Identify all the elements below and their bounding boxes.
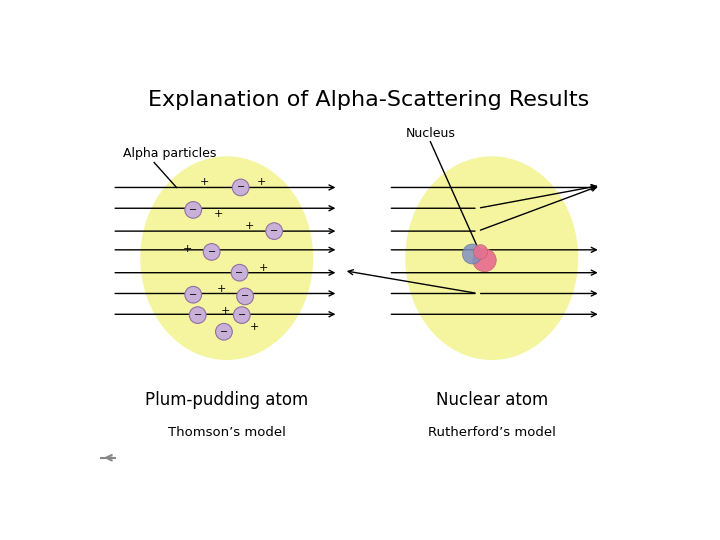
Text: +: + (217, 285, 226, 294)
Text: +: + (214, 209, 223, 219)
Ellipse shape (237, 288, 253, 305)
Ellipse shape (405, 156, 578, 360)
Text: Rutherford’s model: Rutherford’s model (428, 426, 556, 439)
Ellipse shape (215, 323, 233, 340)
Text: +: + (257, 177, 266, 187)
Text: −: − (220, 327, 228, 337)
Ellipse shape (140, 156, 313, 360)
Ellipse shape (203, 244, 220, 260)
Text: +: + (258, 263, 268, 273)
Ellipse shape (474, 245, 487, 259)
Ellipse shape (231, 265, 248, 281)
Ellipse shape (185, 201, 202, 218)
Ellipse shape (266, 223, 282, 239)
Ellipse shape (233, 307, 250, 323)
Text: Explanation of Alpha-Scattering Results: Explanation of Alpha-Scattering Results (148, 90, 590, 110)
Text: +: + (199, 177, 209, 187)
Text: +: + (244, 221, 253, 231)
Text: −: − (235, 268, 243, 278)
Text: −: − (189, 205, 197, 215)
Text: −: − (270, 226, 278, 236)
Text: −: − (237, 183, 245, 192)
Text: −: − (238, 310, 246, 320)
Text: −: − (241, 292, 249, 301)
Text: −: − (207, 247, 216, 257)
Text: −: − (194, 310, 202, 320)
Text: Nuclear atom: Nuclear atom (436, 390, 548, 409)
Text: Plum-pudding atom: Plum-pudding atom (145, 390, 308, 409)
Ellipse shape (473, 249, 496, 272)
Text: Thomson’s model: Thomson’s model (168, 426, 286, 439)
Ellipse shape (462, 244, 482, 264)
Text: −: − (189, 290, 197, 300)
Text: +: + (250, 322, 259, 332)
Text: Alpha particles: Alpha particles (124, 147, 217, 160)
Ellipse shape (233, 179, 249, 196)
Text: +: + (183, 244, 192, 254)
Text: Nucleus: Nucleus (405, 127, 455, 140)
Ellipse shape (185, 286, 202, 303)
Ellipse shape (189, 307, 206, 323)
Text: +: + (220, 306, 230, 316)
